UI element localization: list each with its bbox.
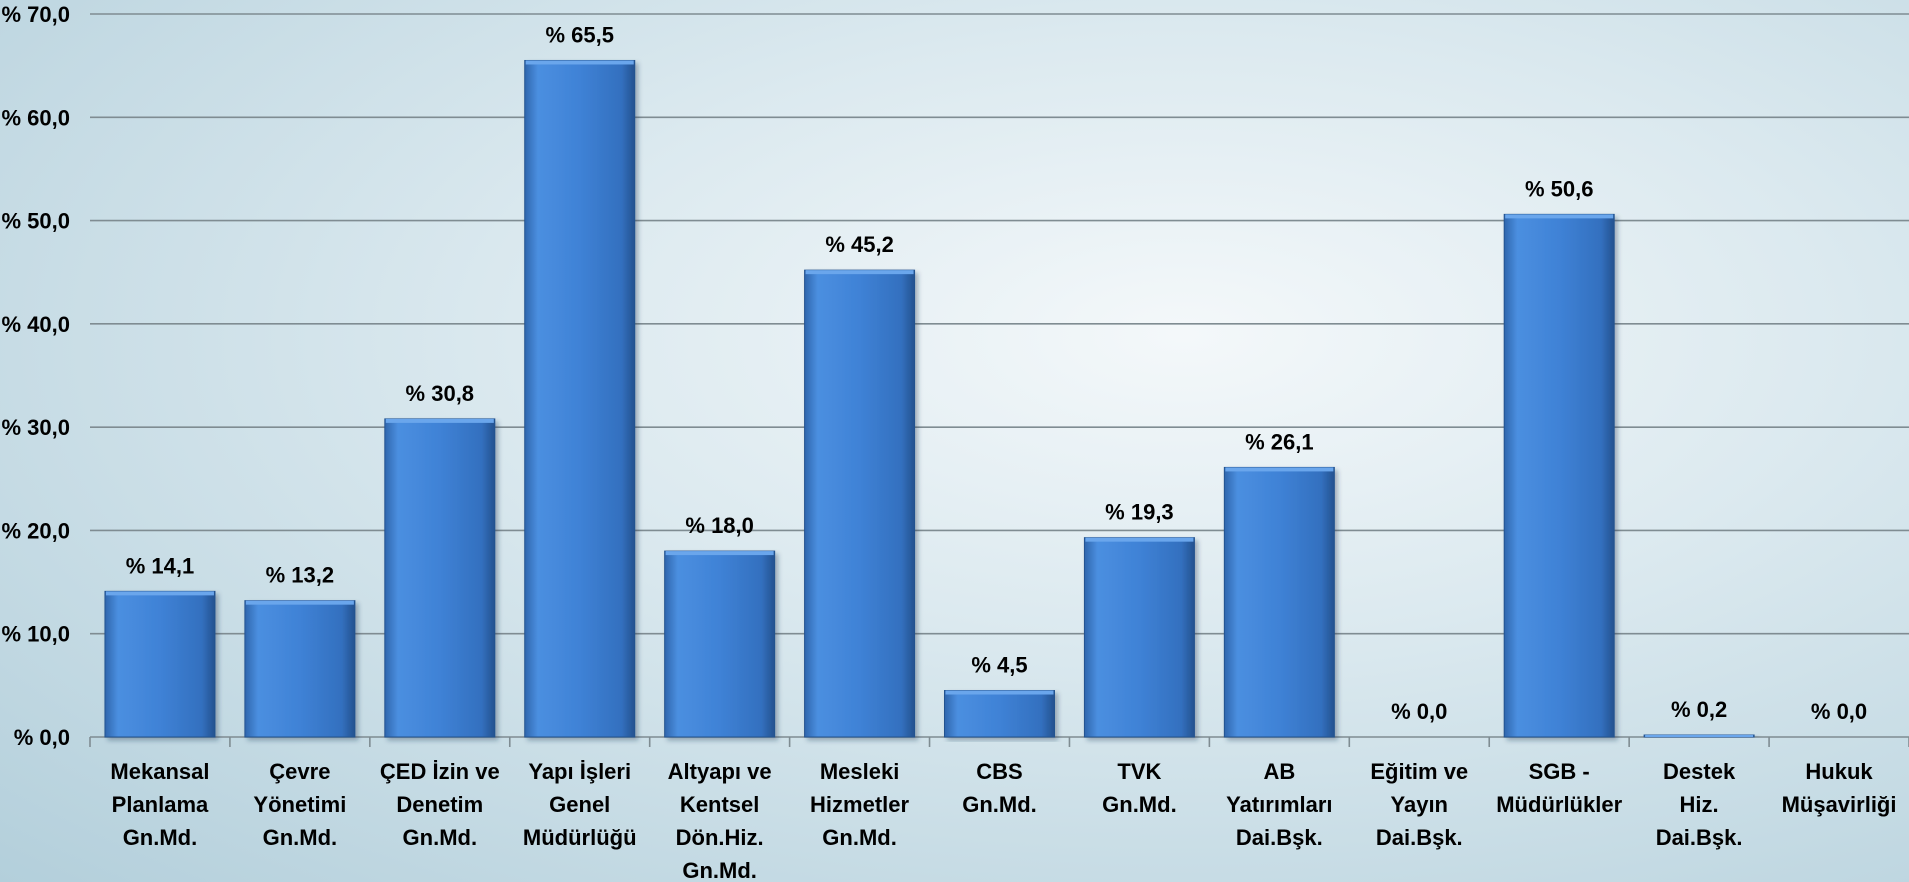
data-label: % 13,2 <box>266 563 335 588</box>
category-label-line: Gn.Md. <box>1102 792 1177 817</box>
category-label: TVK Gn.Md. <box>1102 759 1177 817</box>
data-label: % 0,2 <box>1671 697 1727 722</box>
category-label-line: Müşavirliği <box>1782 792 1897 817</box>
data-label: % 30,8 <box>406 381 475 406</box>
bar <box>944 690 1055 738</box>
category-label: Hukuk Müşavirliği <box>1782 759 1897 817</box>
category-label-line: Dai.Bşk. <box>1376 825 1463 850</box>
category-label-line: Müdürlükler <box>1496 792 1622 817</box>
category-label-line: Çevre <box>269 759 330 784</box>
category-label-line: Gn.Md. <box>263 825 338 850</box>
bar-top-highlight <box>525 60 634 65</box>
data-labels: % 14,1 % 13,2 % 30,8 % 65,5 % 18,0 % 45,2 % 4,… <box>126 22 1867 724</box>
data-label: % 18,0 <box>685 513 754 538</box>
data-label: % 0,0 <box>1811 699 1867 724</box>
category-label: Eğitim ve Yayın Dai.Bşk. <box>1370 759 1468 850</box>
data-label: % 50,6 <box>1525 176 1594 201</box>
category-label-line: Gn.Md. <box>123 825 198 850</box>
category-label-line: Kentsel <box>680 792 759 817</box>
bar <box>1083 537 1195 738</box>
category-label: Destek Hiz. Dai.Bşk. <box>1656 759 1743 850</box>
category-label-line: Dön.Hiz. <box>676 825 764 850</box>
category-label-line: Destek <box>1663 759 1736 784</box>
y-tick-label: % 10,0 <box>2 622 71 647</box>
bar <box>804 269 916 738</box>
bar-top-highlight <box>1225 467 1334 472</box>
category-label: Mekansal Planlama Gn.Md. <box>110 759 209 850</box>
y-tick-label: % 60,0 <box>2 105 71 130</box>
category-labels: Mekansal Planlama Gn.Md. Çevre Yönetimi Gn.Md… <box>110 759 1896 882</box>
bar-top-highlight <box>805 270 914 275</box>
y-tick-label: % 20,0 <box>2 518 71 543</box>
category-label: ÇED İzin ve Denetim Gn.Md. <box>380 759 500 850</box>
bar <box>524 59 636 738</box>
y-tick-label: % 50,0 <box>2 209 71 234</box>
bar <box>664 550 776 738</box>
bar-top-highlight <box>1645 734 1754 737</box>
category-label-line: Gn.Md. <box>962 792 1037 817</box>
category-label-line: TVK <box>1117 759 1161 784</box>
category-label-line: Hukuk <box>1805 759 1873 784</box>
bar-top-highlight <box>105 591 214 596</box>
y-tick-label: % 70,0 <box>2 2 71 27</box>
data-label: % 19,3 <box>1105 500 1174 525</box>
category-label: SGB - Müdürlükler <box>1496 759 1622 817</box>
bar-top-highlight <box>1505 214 1614 219</box>
category-label: CBS Gn.Md. <box>962 759 1037 817</box>
category-label-line: Yönetimi <box>253 792 346 817</box>
category-label: AB Yatırımları Dai.Bşk. <box>1226 759 1332 850</box>
category-label-line: Altyapı ve <box>668 759 772 784</box>
bar <box>1223 466 1335 738</box>
category-label-line: CBS <box>976 759 1022 784</box>
data-label: % 45,2 <box>825 232 894 257</box>
category-label: Çevre Yönetimi Gn.Md. <box>253 759 346 850</box>
data-label: % 0,0 <box>1391 699 1447 724</box>
bars <box>104 59 1755 738</box>
category-label: Mesleki Hizmetler Gn.Md. <box>810 759 909 850</box>
category-label-line: Gn.Md. <box>403 825 478 850</box>
data-label: % 65,5 <box>545 22 614 47</box>
bar <box>1503 213 1615 738</box>
grid <box>89 13 1909 747</box>
category-label-line: Yapı İşleri <box>528 759 631 784</box>
category-label-line: Eğitim ve <box>1370 759 1468 784</box>
category-label-line: ÇED İzin ve <box>380 759 500 784</box>
bar-top-highlight <box>245 600 354 605</box>
category-label-line: Hiz. <box>1680 792 1719 817</box>
category-label-line: Gn.Md. <box>822 825 897 850</box>
bar-top-highlight <box>1085 537 1194 542</box>
bar <box>244 600 356 738</box>
category-label-line: Mekansal <box>110 759 209 784</box>
category-label-line: AB <box>1263 759 1295 784</box>
bar-top-highlight <box>945 690 1054 695</box>
bar-top-highlight <box>665 551 774 556</box>
data-label: % 26,1 <box>1245 429 1314 454</box>
y-tick-label: % 30,0 <box>2 415 71 440</box>
category-label-line: Dai.Bşk. <box>1656 825 1743 850</box>
data-label: % 4,5 <box>971 653 1027 678</box>
category-label-line: Planlama <box>112 792 209 817</box>
category-label-line: Genel <box>549 792 610 817</box>
category-label-line: Yatırımları <box>1226 792 1332 817</box>
bar <box>384 418 496 738</box>
bar-top-highlight <box>385 418 494 423</box>
category-label-line: Müdürlüğü <box>523 825 637 850</box>
category-label-line: Yayın <box>1391 792 1448 817</box>
category-label-line: Dai.Bşk. <box>1236 825 1323 850</box>
category-label-line: Denetim <box>396 792 483 817</box>
category-label-line: Mesleki <box>820 759 900 784</box>
category-label: Altyapı ve Kentsel Dön.Hiz. Gn.Md. <box>668 759 772 882</box>
y-axis-tick-labels: % 0,0 % 10,0 % 20,0 % 30,0 % 40,0 % 50,0 % 60,… <box>2 2 71 750</box>
category-label-line: Gn.Md. <box>682 858 757 882</box>
bar <box>104 590 216 738</box>
y-tick-label: % 40,0 <box>2 312 71 337</box>
data-label: % 14,1 <box>126 553 195 578</box>
category-label: Yapı İşleri Genel Müdürlüğü <box>523 759 637 850</box>
category-label-line: SGB - <box>1529 759 1590 784</box>
category-label-line: Hizmetler <box>810 792 909 817</box>
y-tick-label: % 0,0 <box>14 725 70 750</box>
